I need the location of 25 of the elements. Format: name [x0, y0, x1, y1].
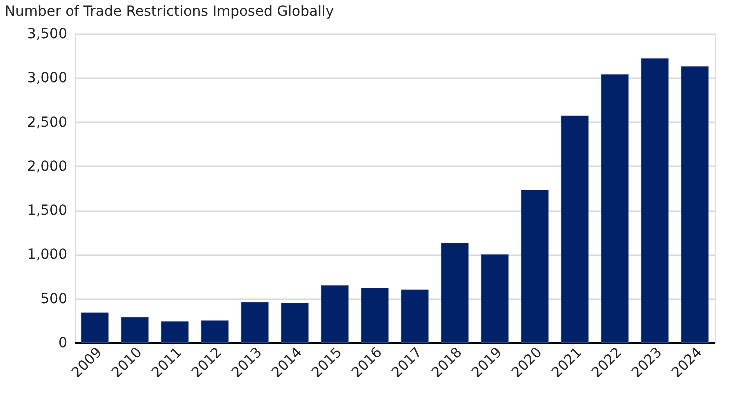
- bar: [681, 66, 709, 344]
- bar: [601, 74, 629, 344]
- y-tick-label: 1,000: [27, 247, 68, 264]
- bar: [81, 312, 109, 344]
- y-tick-label: 2,500: [27, 114, 68, 131]
- bar: [121, 317, 149, 344]
- bar: [241, 302, 269, 344]
- bar: [361, 288, 389, 344]
- y-tick-label: 2,000: [27, 158, 68, 175]
- bar: [561, 116, 589, 344]
- y-tick-label: 500: [40, 291, 68, 308]
- y-tick-label: 0: [58, 336, 68, 352]
- y-tick-label: 1,500: [27, 203, 68, 220]
- bar: [281, 303, 309, 344]
- chart-title: Number of Trade Restrictions Imposed Globally: [5, 4, 334, 20]
- bar: [441, 242, 469, 344]
- bar: [201, 320, 229, 344]
- bar: [481, 254, 509, 344]
- bar: [321, 285, 349, 344]
- bar: [521, 190, 549, 344]
- bar: [161, 322, 189, 344]
- bar: [641, 58, 669, 344]
- y-tick-label: 3,000: [27, 70, 68, 87]
- bar: [401, 290, 429, 344]
- y-tick-label: 3,500: [27, 26, 68, 42]
